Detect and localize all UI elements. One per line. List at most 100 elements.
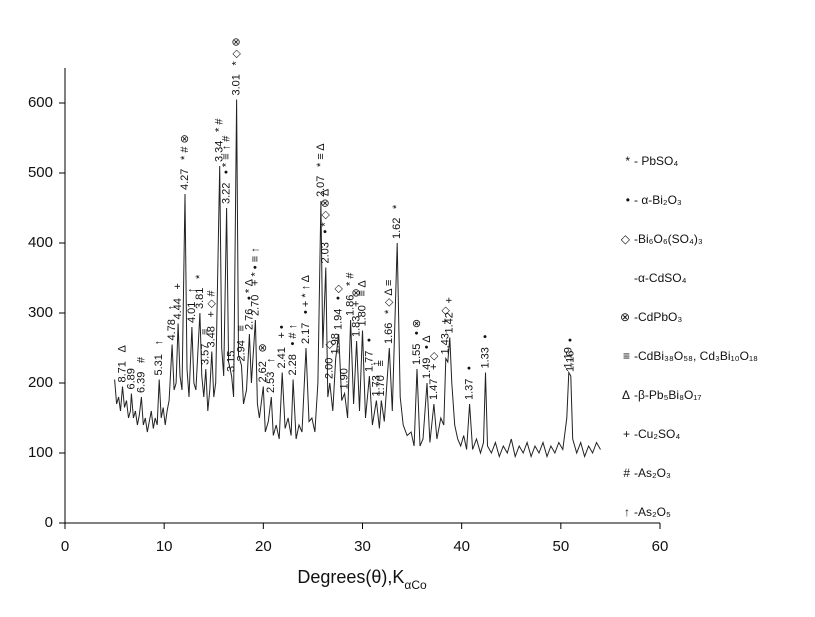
legend-symbol: + <box>623 427 630 441</box>
legend-label: - PbSO₄ <box>634 154 678 168</box>
peak-label: 3.81 <box>194 288 206 309</box>
peak-label: 1.16 <box>565 351 577 372</box>
peak-label: 3.34 <box>214 141 226 162</box>
legend-symbol: ↑ <box>624 505 630 519</box>
legend-label: -α-CdSO₄ <box>634 271 687 285</box>
peak-symbols: • # ↑ <box>287 324 299 346</box>
peak-symbols: + ◇ <box>428 352 440 370</box>
peak-label: 8.71 <box>116 361 128 382</box>
y-tick-label: 200 <box>28 374 53 391</box>
legend-symbol: * <box>625 154 630 168</box>
peak-symbols: • <box>565 338 577 342</box>
peak-label: 1.33 <box>479 347 491 368</box>
peak-label: 1.42 <box>444 312 456 333</box>
peak-symbols: • <box>479 335 491 339</box>
legend-symbol: # <box>623 466 630 480</box>
peak-label: 6.89 <box>125 368 137 389</box>
peak-symbols: • * Δ <box>243 278 255 300</box>
peak-label: 1.98 <box>330 333 342 354</box>
peak-symbols: ⊗ <box>257 343 269 352</box>
peak-symbols: ≡ <box>235 325 247 331</box>
legend-label: -Bi₆O₆(SO₄)₃ <box>634 232 703 246</box>
peak-symbols: * <box>194 274 206 279</box>
peak-symbols: • <box>464 366 476 370</box>
y-tick-label: 100 <box>28 444 53 461</box>
legend-symbol: • <box>626 193 630 207</box>
peak-label: 2.62 <box>257 361 269 382</box>
y-tick-label: 600 <box>28 94 53 111</box>
peak-symbols: Δ <box>116 345 128 353</box>
legend-label: -As₂O₅ <box>634 505 671 519</box>
peak-symbols: + * • ≡ ↑ <box>249 247 261 286</box>
y-tick-label: 500 <box>28 164 53 181</box>
x-axis-label: Degrees(θ),KαCo <box>297 567 427 592</box>
x-tick-label: 10 <box>156 538 173 555</box>
peak-symbols: + <box>444 297 456 303</box>
x-tick-label: 50 <box>552 538 569 555</box>
peak-symbols: • ◇ <box>333 284 345 300</box>
legend-label: -As₂O₃ <box>634 466 671 480</box>
legend-label: - α-Bi₂O₃ <box>634 193 682 207</box>
peak-symbols: * # ⊗ <box>179 134 191 160</box>
legend-label: -CdPbO₃ <box>634 310 682 324</box>
peak-label: 1.83 <box>350 316 362 337</box>
peak-label: 2.07 <box>315 176 327 197</box>
peak-label: 2.28 <box>287 354 299 375</box>
peak-label: 1.43 <box>440 333 452 354</box>
peak-label: 2.17 <box>300 323 312 344</box>
peak-label: 1.37 <box>464 379 476 400</box>
peak-symbols: • <box>363 338 375 342</box>
peak-label: 3.48 <box>206 326 218 347</box>
peak-symbols: + ⊗ <box>350 288 362 307</box>
pattern-line <box>114 99 601 459</box>
peak-label: 4.27 <box>179 169 191 190</box>
peak-label: 3.22 <box>221 183 233 204</box>
peak-label: 4.78 <box>166 319 178 340</box>
peak-symbols: • * ◇ ⊗ Δ <box>320 188 332 233</box>
peak-symbols: * ≡ Δ <box>315 143 327 167</box>
peak-symbols: ↑ <box>370 361 382 367</box>
legend-symbol: ⊗ <box>620 310 630 324</box>
peak-label: 2.76 <box>243 309 255 330</box>
peak-label: 2.70 <box>249 295 261 316</box>
legend-symbol: ≡ <box>623 349 630 363</box>
peak-label: 2.94 <box>235 340 247 361</box>
peak-symbols: + ◇ # <box>206 290 218 318</box>
peak-label: 3.15 <box>226 351 238 372</box>
peak-label: 1.94 <box>333 309 345 330</box>
peak-label: 3.01 <box>230 74 242 95</box>
peak-symbols: ≡ <box>200 329 212 335</box>
peak-label: 1.55 <box>411 344 423 365</box>
peak-label: 2.03 <box>320 242 332 263</box>
peak-symbols: ≡ <box>375 360 387 366</box>
y-tick-label: 300 <box>28 304 53 321</box>
peak-label: 1.86 <box>345 295 357 316</box>
peak-label: 4.01 <box>186 302 198 323</box>
peak-label: 1.62 <box>391 218 403 239</box>
peak-symbols: + <box>172 283 184 289</box>
peak-symbols: ◇ <box>324 340 336 349</box>
legend-symbol: Δ <box>622 388 630 402</box>
peak-label: 1.66 <box>383 323 395 344</box>
y-tick-label: 0 <box>45 514 53 531</box>
peak-symbols: * ◇ Δ ≡ <box>383 280 395 314</box>
legend-symbol: ◇ <box>621 232 631 246</box>
peak-label: 2.41 <box>276 347 288 368</box>
peak-label: 1.90 <box>339 368 351 389</box>
peak-label: 1.49 <box>421 358 433 379</box>
peak-label: 1.73 <box>370 375 382 396</box>
x-tick-label: 40 <box>453 538 470 555</box>
peak-label: 1.70 <box>375 375 387 396</box>
x-tick-label: 20 <box>255 538 272 555</box>
peak-label: 1.77 <box>363 351 375 372</box>
peak-symbols: • ⊗ <box>411 319 423 335</box>
peak-symbols: ↑ <box>186 288 198 294</box>
peak-label: 3.57 <box>200 344 212 365</box>
peak-label: 5.31 <box>153 354 165 375</box>
peak-label: 1.80 <box>356 305 368 326</box>
peak-symbols: • Δ <box>421 335 433 349</box>
peak-symbols: * <box>391 204 403 209</box>
peak-symbols: * # <box>214 118 226 132</box>
